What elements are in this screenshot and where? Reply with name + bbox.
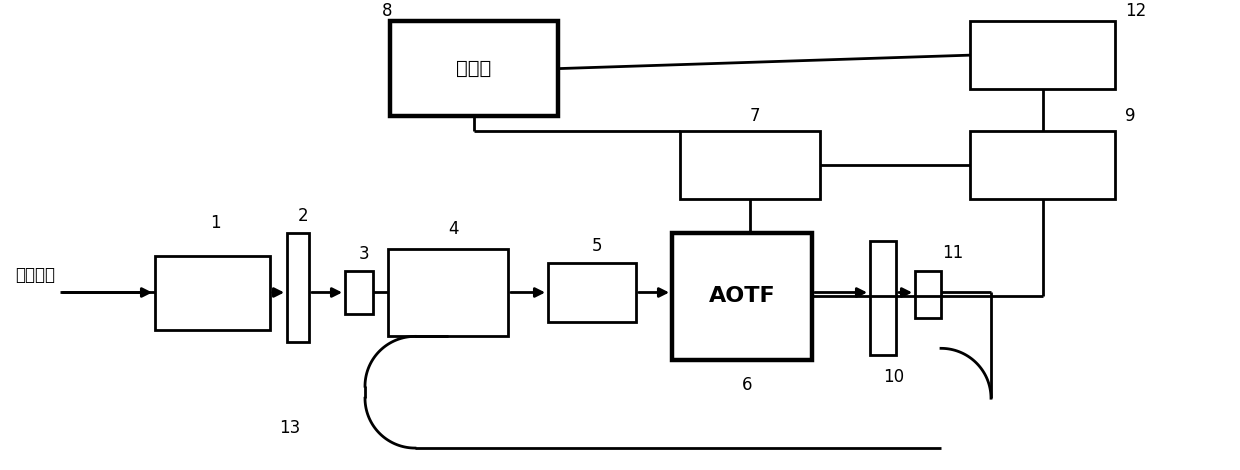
Text: 12: 12 — [1125, 2, 1146, 20]
Text: 7: 7 — [750, 107, 760, 125]
Text: 11: 11 — [942, 243, 963, 262]
Text: 5: 5 — [591, 236, 603, 255]
Bar — [155, 256, 270, 330]
Bar — [970, 21, 1115, 89]
Text: 9: 9 — [1125, 107, 1136, 125]
Bar — [680, 131, 820, 199]
Text: 入射光束: 入射光束 — [15, 266, 55, 283]
Bar — [672, 233, 812, 360]
Text: 2: 2 — [298, 207, 309, 225]
Bar — [970, 131, 1115, 199]
Text: 1: 1 — [210, 214, 221, 232]
Text: 计算机: 计算机 — [456, 59, 491, 78]
Text: 6: 6 — [742, 376, 753, 394]
Text: 10: 10 — [883, 368, 904, 386]
Bar — [286, 233, 309, 342]
Bar — [548, 263, 636, 322]
Text: AOTF: AOTF — [709, 287, 775, 306]
Text: 13: 13 — [279, 419, 300, 437]
Bar — [388, 249, 508, 337]
Bar — [915, 271, 941, 318]
Text: 8: 8 — [382, 2, 393, 20]
Bar — [345, 271, 373, 314]
Bar — [870, 241, 897, 355]
Bar — [391, 21, 558, 116]
Text: 3: 3 — [360, 244, 370, 263]
Text: 4: 4 — [448, 219, 459, 238]
